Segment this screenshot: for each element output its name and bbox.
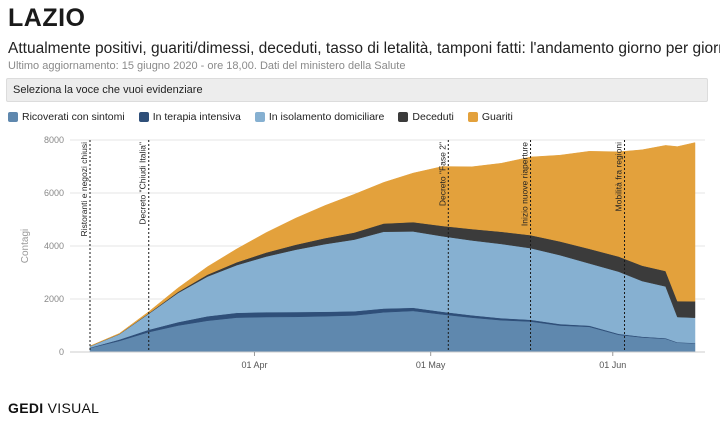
y-tick-label: 2000 [44,294,64,304]
x-tick-label: 01 Apr [241,360,267,370]
y-tick-label: 0 [59,347,64,357]
event-marker-label: Decreto "Chiudi Italia" [138,142,148,225]
event-marker-label: Decreto "Fase 2" [437,142,447,206]
legend-label: Ricoverati con sintomi [22,111,125,123]
legend-swatch [8,112,18,122]
series-selector[interactable]: Seleziona la voce che vuoi evidenziare [6,78,708,102]
legend-label: In terapia intensiva [152,111,241,123]
stacked-area-chart: 0 2000 4000 6000 8000 Contagi 01 Apr 01 May 01 J… [20,135,705,370]
last-updated-note: Ultimo aggiornamento: 15 giugno 2020 - o… [8,60,406,72]
legend-item-deceduti[interactable]: Deceduti [398,111,454,123]
x-tick-label: 01 May [416,360,446,370]
y-axis-label: Contagi [20,229,31,263]
legend-swatch [467,112,478,122]
series-selector-label: Seleziona la voce che vuoi evidenziare [13,84,203,96]
page-subtitle: Attualmente positivi, guariti/dimessi, d… [8,40,720,57]
y-tick-label: 6000 [44,188,64,198]
brand-name: GEDI [8,400,44,416]
y-tick-label: 8000 [44,135,64,145]
event-marker-label: Inizio nuove riaperture [520,142,530,226]
legend-item-isolamento[interactable]: In isolamento domiciliare [254,111,385,123]
x-tick-label: 01 Jun [599,360,626,370]
legend-swatch [398,112,409,122]
legend-item-terapia-intensiva[interactable]: In terapia intensiva [138,111,241,123]
legend-swatch [254,112,265,122]
legend-item-ricoverati[interactable]: Ricoverati con sintomi [8,111,125,123]
y-tick-label: 4000 [44,241,64,251]
legend-label: In isolamento domiciliare [268,111,385,123]
event-marker-label: Ristoranti e negozi chiusi [79,142,89,237]
area-series [89,142,696,347]
brand-logo: GEDI VISUAL [8,400,99,416]
legend-item-guariti[interactable]: Guariti [467,111,513,123]
chart-legend: Ricoverati con sintomi In terapia intens… [8,111,527,123]
event-marker-label: Mobilità fra regioni [614,142,624,212]
legend-swatch [138,112,149,122]
legend-label: Deceduti [412,111,454,123]
brand-suffix: VISUAL [47,400,100,416]
legend-label: Guariti [481,111,513,123]
page-title: LAZIO [8,4,86,32]
